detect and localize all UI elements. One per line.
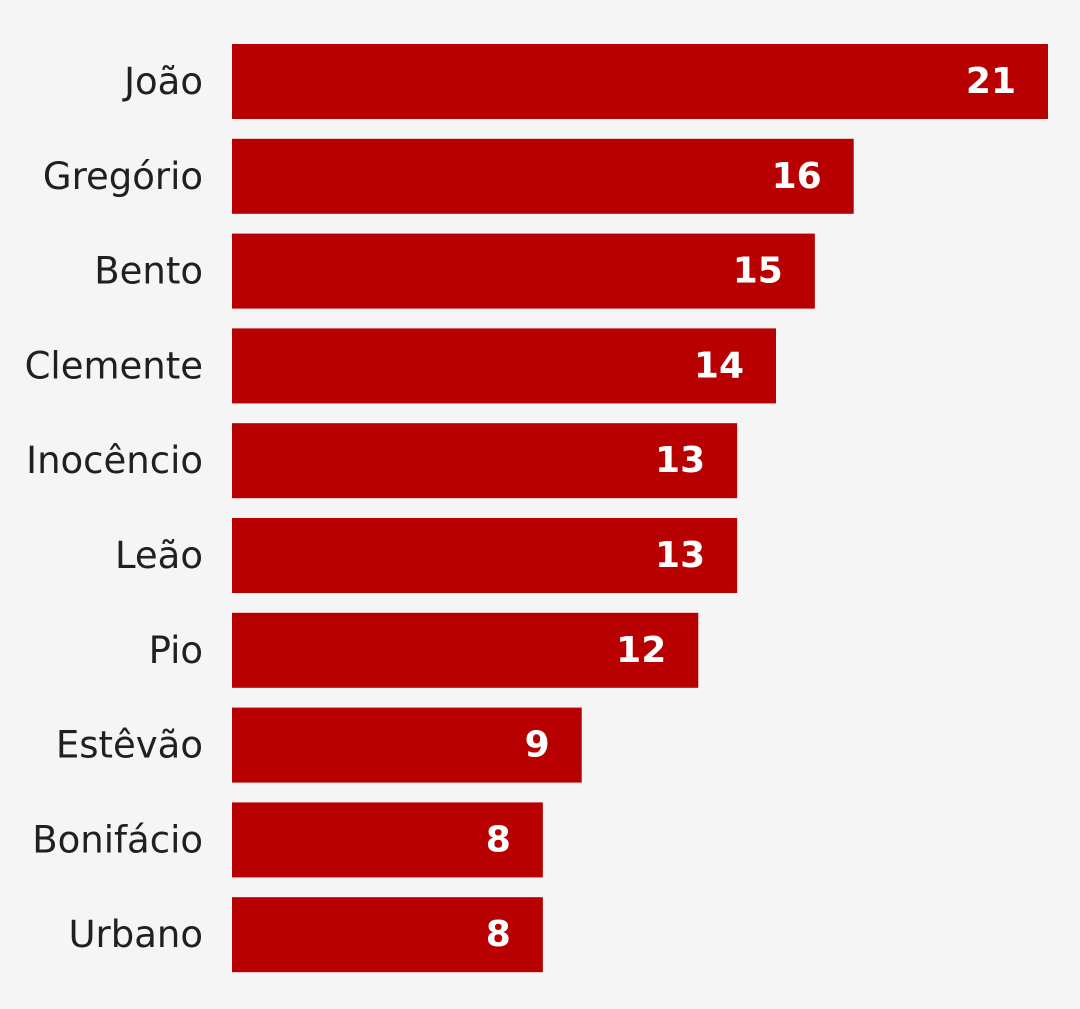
- data-label: 21: [966, 61, 1016, 102]
- bar: [232, 897, 543, 973]
- bar: [232, 423, 738, 499]
- category-label: Gregório: [43, 155, 203, 198]
- category-label: Bento: [94, 250, 203, 293]
- data-label: 12: [616, 630, 666, 671]
- category-label: Estêvão: [56, 724, 203, 767]
- category-label: Urbano: [68, 913, 203, 956]
- bar: [232, 233, 815, 309]
- category-label: Leão: [115, 534, 203, 577]
- data-label: 8: [486, 914, 511, 955]
- bar: [232, 612, 699, 688]
- bar: [232, 707, 582, 783]
- bar: [232, 138, 854, 214]
- category-label: Pio: [149, 629, 203, 672]
- data-label: 16: [772, 156, 822, 197]
- data-label: 9: [525, 725, 550, 766]
- category-label: João: [122, 60, 203, 103]
- category-label: Bonifácio: [32, 818, 203, 861]
- bar: [232, 44, 1048, 119]
- bar: [232, 802, 543, 878]
- category-label: Inocêncio: [26, 439, 203, 482]
- data-label: 13: [655, 535, 705, 576]
- bar: [232, 328, 776, 404]
- data-label: 13: [655, 440, 705, 481]
- data-label: 8: [486, 819, 511, 860]
- bar: [232, 518, 738, 593]
- data-label: 14: [694, 345, 744, 386]
- data-label: 15: [733, 251, 783, 292]
- category-label: Clemente: [25, 344, 203, 387]
